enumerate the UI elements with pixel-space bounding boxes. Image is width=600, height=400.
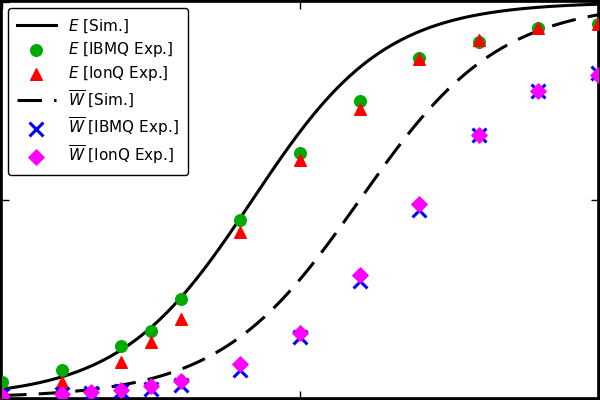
$E$ [IBMQ Exp.]: [295, 149, 305, 156]
$E$ [Sim.]: [580, 2, 587, 7]
$\overline{W}$ [IonQ Exp.]: [533, 88, 543, 94]
$\overline{W}$ [IBMQ Exp.]: [533, 88, 543, 94]
$E$ [IonQ Exp.]: [533, 25, 543, 31]
$E$ [IBMQ Exp.]: [146, 328, 156, 334]
$\overline{W}$ [IonQ Exp.]: [0, 393, 7, 399]
$\overline{W}$ [IonQ Exp.]: [415, 201, 424, 207]
$\overline{W}$ [IBMQ Exp.]: [57, 391, 67, 397]
$\overline{W}$ [IonQ Exp.]: [176, 378, 185, 384]
$\overline{W}$ [IonQ Exp.]: [355, 272, 364, 278]
$\overline{W}$ [IBMQ Exp.]: [236, 367, 245, 374]
$\overline{W}$ [IBMQ Exp.]: [415, 207, 424, 213]
$\overline{W}$ [IonQ Exp.]: [295, 330, 305, 336]
$E$ [Sim.]: [281, 150, 289, 154]
$\overline{W}$ [Sim.]: [285, 290, 292, 295]
$E$ [IBMQ Exp.]: [236, 216, 245, 223]
$E$ [IonQ Exp.]: [295, 157, 305, 164]
$\overline{W}$ [IBMQ Exp.]: [593, 70, 600, 76]
$E$ [IonQ Exp.]: [0, 391, 7, 397]
$E$ [IBMQ Exp.]: [0, 379, 7, 385]
$\overline{W}$ [IBMQ Exp.]: [176, 382, 185, 388]
$E$ [Sim.]: [0, 387, 5, 392]
$\overline{W}$ [IBMQ Exp.]: [146, 386, 156, 392]
$\overline{W}$ [IonQ Exp.]: [474, 132, 484, 138]
$\overline{W}$ [IBMQ Exp.]: [474, 132, 484, 138]
$\overline{W}$ [IonQ Exp.]: [57, 391, 67, 397]
$\overline{W}$ [IonQ Exp.]: [146, 383, 156, 389]
$E$ [Sim.]: [487, 10, 494, 15]
$\overline{W}$ [IonQ Exp.]: [86, 389, 96, 395]
Line: $\overline{W}$ [Sim.]: $\overline{W}$ [Sim.]: [2, 15, 598, 396]
$\overline{W}$ [IonQ Exp.]: [593, 72, 600, 78]
$\overline{W}$ [Sim.]: [0, 393, 5, 398]
$E$ [IBMQ Exp.]: [116, 343, 126, 350]
$E$ [IonQ Exp.]: [57, 379, 67, 385]
$E$ [IBMQ Exp.]: [474, 38, 484, 45]
$E$ [IonQ Exp.]: [236, 228, 245, 235]
$E$ [IonQ Exp.]: [176, 316, 185, 322]
Line: $E$ [Sim.]: $E$ [Sim.]: [2, 4, 598, 389]
$E$ [IonQ Exp.]: [593, 21, 600, 27]
$E$ [Sim.]: [285, 145, 292, 150]
$E$ [IBMQ Exp.]: [415, 54, 424, 61]
$\overline{W}$ [IBMQ Exp.]: [86, 390, 96, 396]
$\overline{W}$ [Sim.]: [321, 246, 328, 251]
$E$ [Sim.]: [595, 2, 600, 7]
$E$ [IBMQ Exp.]: [533, 25, 543, 31]
$\overline{W}$ [Sim.]: [353, 202, 361, 206]
$\overline{W}$ [IonQ Exp.]: [236, 361, 245, 368]
$\overline{W}$ [IonQ Exp.]: [116, 387, 126, 393]
$\overline{W}$ [Sim.]: [487, 53, 494, 58]
$E$ [IonQ Exp.]: [415, 56, 424, 63]
$\overline{W}$ [Sim.]: [580, 15, 587, 20]
$E$ [IBMQ Exp.]: [355, 98, 364, 104]
$E$ [IBMQ Exp.]: [57, 367, 67, 374]
$E$ [IonQ Exp.]: [146, 339, 156, 346]
$\overline{W}$ [IBMQ Exp.]: [355, 278, 364, 284]
$\overline{W}$ [IBMQ Exp.]: [295, 333, 305, 340]
$\overline{W}$ [IBMQ Exp.]: [0, 392, 7, 398]
$\overline{W}$ [IBMQ Exp.]: [116, 388, 126, 394]
$\overline{W}$ [Sim.]: [281, 294, 289, 299]
$E$ [IBMQ Exp.]: [176, 296, 185, 302]
$E$ [Sim.]: [321, 99, 328, 104]
$E$ [IonQ Exp.]: [474, 36, 484, 43]
$E$ [Sim.]: [353, 68, 361, 72]
$E$ [IBMQ Exp.]: [593, 21, 600, 27]
Legend: $E$ [Sim.], $E$ [IBMQ Exp.], $E$ [IonQ Exp.], $\overline{W}$ [Sim.], $\overline{: $E$ [Sim.], $E$ [IBMQ Exp.], $E$ [IonQ E…: [8, 8, 188, 176]
$E$ [IonQ Exp.]: [355, 106, 364, 112]
$E$ [IonQ Exp.]: [116, 359, 126, 366]
$\overline{W}$ [Sim.]: [595, 12, 600, 17]
